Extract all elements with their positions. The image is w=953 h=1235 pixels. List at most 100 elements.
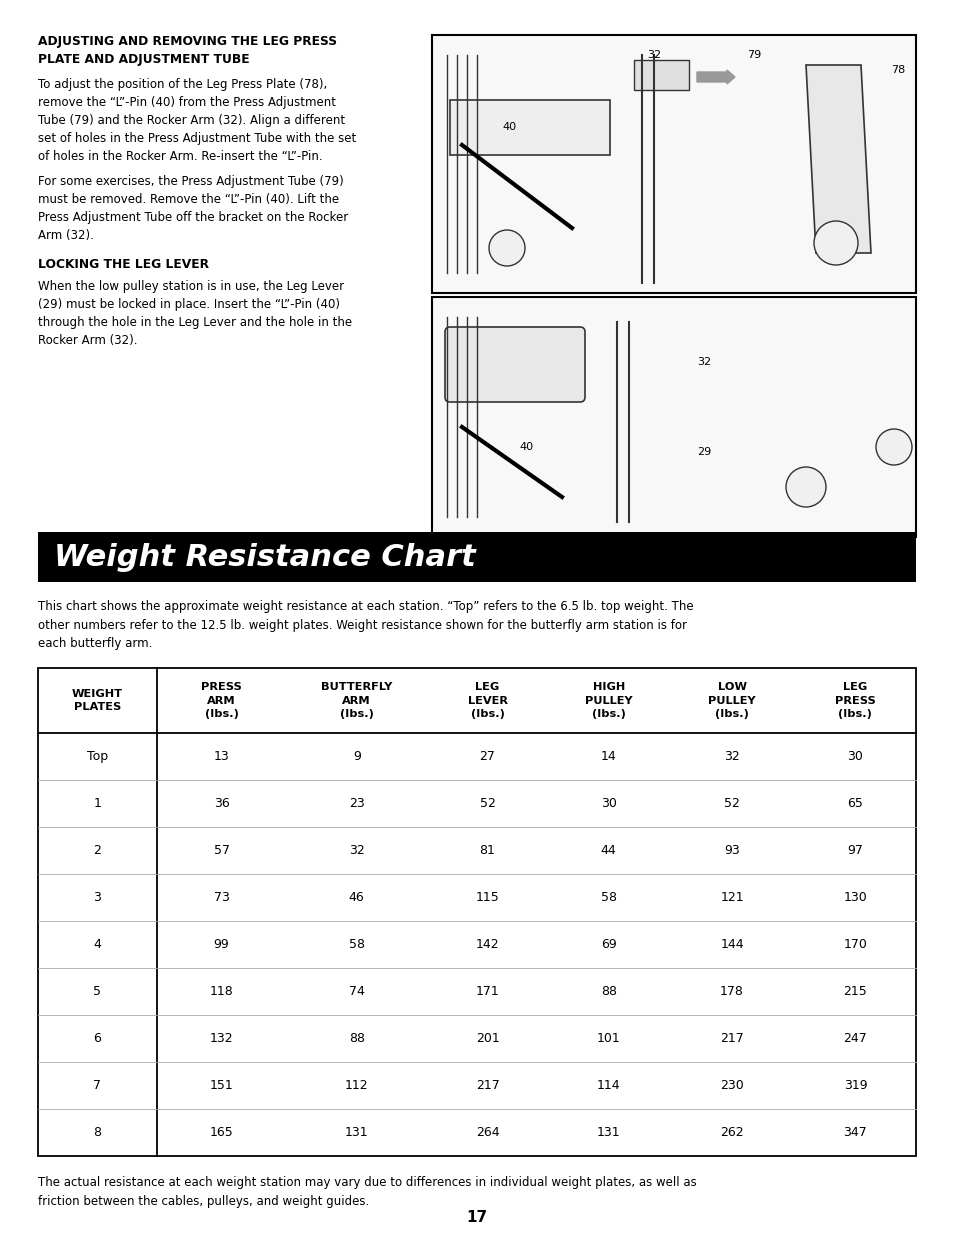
Text: 115: 115 [476,890,498,904]
Text: 81: 81 [479,844,495,857]
Bar [38,532,915,582]
Text: 78: 78 [890,65,904,75]
Text: 319: 319 [842,1079,866,1092]
Text: 58: 58 [349,939,364,951]
Text: 114: 114 [597,1079,619,1092]
Text: 58: 58 [600,890,616,904]
Text: LOW
PULLEY
(lbs.): LOW PULLEY (lbs.) [707,682,755,719]
Text: 79: 79 [746,49,760,61]
Text: 171: 171 [476,986,498,998]
Text: The actual resistance at each weight station may vary due to differences in indi: The actual resistance at each weight sta… [38,1176,696,1208]
Bar [634,61,688,90]
Text: 230: 230 [720,1079,743,1092]
Text: Top: Top [87,750,108,763]
Text: 101: 101 [597,1032,619,1045]
Text: 27: 27 [479,750,495,763]
Text: 144: 144 [720,939,743,951]
Text: 40: 40 [519,442,534,452]
Text: 4: 4 [93,939,101,951]
Bar [450,100,609,156]
Text: 13: 13 [213,750,229,763]
Bar [432,296,915,537]
Text: 88: 88 [600,986,616,998]
Text: 118: 118 [210,986,233,998]
Text: 264: 264 [476,1126,498,1139]
Text: 44: 44 [600,844,616,857]
Text: 131: 131 [345,1126,368,1139]
Text: 201: 201 [476,1032,498,1045]
Text: 36: 36 [213,797,229,810]
Text: LEG
LEVER
(lbs.): LEG LEVER (lbs.) [467,682,507,719]
Text: 14: 14 [600,750,616,763]
Text: 65: 65 [846,797,862,810]
Text: Weight Resistance Chart: Weight Resistance Chart [54,542,476,572]
Text: 40: 40 [502,122,517,132]
Text: 347: 347 [842,1126,866,1139]
Text: 247: 247 [842,1032,866,1045]
Circle shape [785,467,825,508]
Text: 151: 151 [210,1079,233,1092]
Text: 170: 170 [842,939,866,951]
Circle shape [813,221,857,266]
Text: 30: 30 [846,750,862,763]
Text: 2: 2 [93,844,101,857]
Text: 52: 52 [723,797,740,810]
Text: LOCKING THE LEG LEVER: LOCKING THE LEG LEVER [38,258,209,270]
Text: 99: 99 [213,939,229,951]
Bar [38,668,915,1156]
Text: 32: 32 [723,750,740,763]
Bar [432,35,915,293]
Text: 32: 32 [646,49,660,61]
Text: 130: 130 [842,890,866,904]
Text: 97: 97 [846,844,862,857]
Text: PRESS
ARM
(lbs.): PRESS ARM (lbs.) [201,682,242,719]
Text: 73: 73 [213,890,230,904]
Text: 165: 165 [210,1126,233,1139]
Text: To adjust the position of the Leg Press Plate (78),
remove the “L”-Pin (40) from: To adjust the position of the Leg Press … [38,78,355,163]
Text: 17: 17 [466,1210,487,1225]
Text: 215: 215 [842,986,866,998]
Text: 52: 52 [479,797,495,810]
Text: 69: 69 [600,939,616,951]
Text: 3: 3 [93,890,101,904]
FancyBboxPatch shape [444,327,584,403]
Text: For some exercises, the Press Adjustment Tube (79)
must be removed. Remove the “: For some exercises, the Press Adjustment… [38,175,348,242]
Text: 88: 88 [349,1032,364,1045]
Text: 9: 9 [353,750,360,763]
Circle shape [875,429,911,466]
Text: When the low pulley station is in use, the Leg Lever
(29) must be locked in plac: When the low pulley station is in use, t… [38,280,352,347]
Text: 121: 121 [720,890,743,904]
Text: 32: 32 [349,844,364,857]
Text: 262: 262 [720,1126,743,1139]
Text: 131: 131 [597,1126,619,1139]
FancyArrow shape [697,70,734,84]
Text: 57: 57 [213,844,230,857]
Text: ADJUSTING AND REMOVING THE LEG PRESS
PLATE AND ADJUSTMENT TUBE: ADJUSTING AND REMOVING THE LEG PRESS PLA… [38,35,336,65]
Circle shape [489,230,524,266]
Text: 30: 30 [600,797,616,810]
Text: 142: 142 [476,939,498,951]
Text: 178: 178 [720,986,743,998]
Text: 132: 132 [210,1032,233,1045]
Text: 7: 7 [93,1079,101,1092]
Text: 93: 93 [723,844,740,857]
Text: 74: 74 [349,986,364,998]
Text: 6: 6 [93,1032,101,1045]
Text: LEG
PRESS
(lbs.): LEG PRESS (lbs.) [834,682,875,719]
Text: WEIGHT
PLATES: WEIGHT PLATES [71,689,123,713]
Text: 112: 112 [345,1079,368,1092]
Text: BUTTERFLY
ARM
(lbs.): BUTTERFLY ARM (lbs.) [321,682,392,719]
Text: 217: 217 [476,1079,498,1092]
Text: This chart shows the approximate weight resistance at each station. “Top” refers: This chart shows the approximate weight … [38,600,693,650]
Text: 8: 8 [93,1126,101,1139]
Text: 32: 32 [697,357,710,367]
Polygon shape [805,65,870,253]
Text: 5: 5 [93,986,101,998]
Text: HIGH
PULLEY
(lbs.): HIGH PULLEY (lbs.) [584,682,632,719]
Text: 46: 46 [349,890,364,904]
Text: 217: 217 [720,1032,743,1045]
Text: 1: 1 [93,797,101,810]
Text: 23: 23 [349,797,364,810]
Text: 29: 29 [697,447,711,457]
